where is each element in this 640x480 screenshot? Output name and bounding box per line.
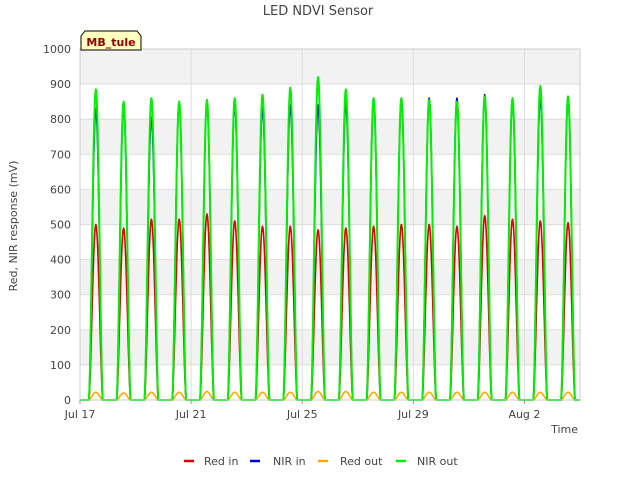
y-tick-label: 600 — [50, 183, 71, 196]
plot-band — [80, 154, 580, 190]
site-badge-label: MB_tule — [86, 36, 135, 49]
y-tick-label: 1000 — [43, 43, 71, 56]
site-badge-box — [80, 30, 142, 51]
plot-band — [80, 364, 580, 400]
x-tick-label: Jul 25 — [286, 408, 318, 421]
y-tick-label: 800 — [50, 113, 71, 126]
plot-band — [80, 294, 580, 330]
plot-band — [80, 189, 580, 225]
legend-label: Red out — [340, 455, 383, 468]
plot-frame — [79, 48, 581, 401]
y-axis-label: Red, NIR response (mV) — [7, 161, 20, 292]
plot-band — [80, 224, 580, 260]
legend: Red in NIR in Red out NIR out — [184, 455, 458, 468]
y-tick-label: 900 — [50, 78, 71, 91]
plot-band — [80, 119, 580, 155]
x-tick-label: Jul 29 — [397, 408, 429, 421]
legend-label: Red in — [204, 455, 238, 468]
x-tick-label: Jul 17 — [64, 408, 96, 421]
y-tick-label: 300 — [50, 289, 71, 302]
plot-band — [80, 259, 580, 295]
plot-band — [80, 49, 580, 85]
x-tick-label: Jul 21 — [175, 408, 207, 421]
y-tick-label: 0 — [64, 394, 71, 407]
legend-label: NIR in — [273, 455, 306, 468]
y-tick-label: 700 — [50, 148, 71, 161]
y-axis: 0 100 200 300 400 500 600 700 800 900 1000 — [43, 43, 71, 407]
y-tick-label: 400 — [50, 254, 71, 267]
plot-bands — [80, 49, 580, 400]
y-tick-label: 500 — [50, 219, 71, 232]
y-tick-label: 200 — [50, 324, 71, 337]
x-axis: Jul 17 Jul 21 Jul 25 Jul 29 Aug 2 — [64, 400, 540, 421]
legend-label: NIR out — [417, 455, 458, 468]
plot-band — [80, 329, 580, 365]
site-badge: MB_tule — [80, 30, 142, 51]
x-axis-label: Time — [550, 423, 578, 436]
plot-band — [80, 84, 580, 120]
x-tick-label: Aug 2 — [508, 408, 540, 421]
chart-title: LED NDVI Sensor — [263, 4, 374, 19]
y-tick-label: 100 — [50, 359, 71, 372]
